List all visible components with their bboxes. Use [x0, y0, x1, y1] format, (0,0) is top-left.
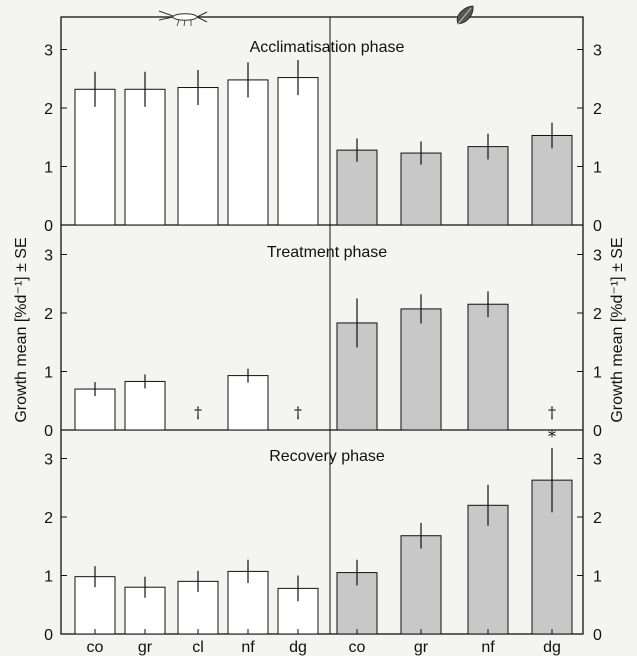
y-tick-label-left: 0: [44, 627, 53, 644]
y-tick-label-right: 0: [593, 627, 602, 644]
y-tick-label-right: 1: [593, 569, 602, 586]
bar-dg: [531, 134, 573, 226]
y-tick-label-right: 1: [593, 160, 602, 177]
y-axis-label-right: Growth mean [%d⁻¹] ± SE: [609, 237, 626, 422]
bar-cl: [177, 87, 219, 226]
bar-dg: [277, 77, 319, 226]
y-tick-label-left: 2: [44, 101, 53, 118]
y-tick-label-left: 3: [44, 43, 53, 60]
panel-1: Acclimatisation phase: [74, 39, 573, 226]
plot-border: [60, 16, 584, 635]
y-tick-label-right: 2: [593, 510, 602, 527]
bar-gr: [124, 88, 166, 226]
chart-panels: Acclimatisation phase Treatment phase † † † R…: [74, 39, 573, 635]
bar-co: [74, 88, 116, 226]
x-tick-label: cl: [192, 639, 204, 656]
y-tick-label-right: 1: [593, 365, 602, 382]
bar-nf: [467, 504, 509, 635]
x-tick-label: gr: [414, 639, 429, 656]
y-tick-label-right: 2: [593, 101, 602, 118]
x-tick-label: nf: [241, 639, 255, 656]
dead-mark: †: [294, 403, 302, 422]
x-tick-label: dg: [543, 639, 561, 656]
bar-gr: [124, 380, 166, 431]
panel-2: Treatment phase † † †: [74, 244, 556, 431]
y-tick-label-left: 2: [44, 510, 53, 527]
y-tick-label-left: 1: [44, 569, 53, 586]
y-tick-label-right: 0: [593, 423, 602, 440]
y-tick-label-left: 2: [44, 306, 53, 323]
y-tick-label-left: 1: [44, 160, 53, 177]
panel-title: Recovery phase: [269, 448, 385, 465]
y-tick-label-left: 3: [44, 248, 53, 265]
bar-gr: [400, 308, 442, 431]
x-tick-label: co: [349, 639, 366, 656]
x-tick-label: dg: [289, 639, 307, 656]
bar-co: [336, 149, 378, 226]
y-tick-label-right: 3: [593, 43, 602, 60]
bar-nf: [227, 79, 269, 226]
y-tick-label-left: 0: [44, 423, 53, 440]
bar-gr: [400, 152, 442, 226]
y-tick-label-left: 0: [44, 218, 53, 235]
leaf-icon: [456, 5, 474, 25]
y-axis-label-left: Growth mean [%d⁻¹] ± SE: [13, 237, 30, 422]
y-tick-label-right: 3: [593, 452, 602, 469]
y-tick-label-left: 3: [44, 452, 53, 469]
panel-title: Acclimatisation phase: [250, 39, 405, 56]
panel-3: Recovery phase *: [74, 427, 573, 635]
y-tick-label-right: 2: [593, 306, 602, 323]
y-tick-label-left: 1: [44, 365, 53, 382]
bar-nf: [467, 146, 509, 226]
dead-mark: †: [194, 403, 202, 422]
x-tick-label: gr: [138, 639, 153, 656]
x-tick-label: nf: [481, 639, 495, 656]
y-tick-label-right: 0: [593, 218, 602, 235]
x-tick-label: co: [87, 639, 104, 656]
dead-mark: †: [548, 403, 556, 422]
chart-axes: 0 0 1 1 2 2 3 3 0 0 1 1 2 2 3 3 0 0 1 1 2 2 3 3 co gr cl nf dg co gr nf…: [44, 43, 602, 656]
significance-mark: *: [548, 427, 556, 446]
group-icons: [158, 5, 474, 27]
panel-title: Treatment phase: [267, 244, 387, 261]
bar-nf: [467, 303, 509, 431]
bar-gr: [400, 535, 442, 635]
y-tick-label-right: 3: [593, 248, 602, 265]
bar-nf: [227, 375, 269, 431]
crustacean-icon: [158, 10, 208, 27]
